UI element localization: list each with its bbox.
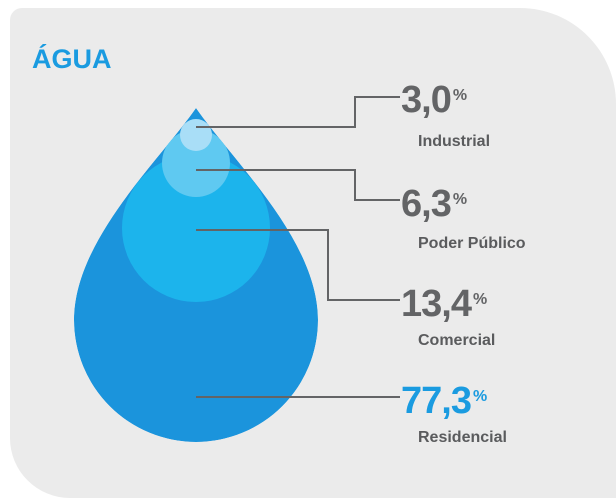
leader-line: [196, 169, 400, 201]
drop-layer: [180, 119, 212, 151]
title: ÁGUA: [32, 43, 112, 74]
leader-line: [196, 229, 400, 301]
value-label: 3,0: [401, 79, 451, 121]
category-label: Residencial: [418, 429, 507, 446]
category-label: Industrial: [418, 133, 490, 150]
value-label: 6,3: [401, 183, 451, 225]
drop-layer: [162, 129, 230, 197]
category-label: Poder Público: [418, 235, 526, 252]
category-label: Comercial: [418, 332, 495, 349]
value-label: 77,3: [401, 380, 471, 422]
drop: [74, 108, 318, 442]
value-label: 13,4: [401, 283, 472, 325]
unit-label: %: [453, 87, 467, 104]
unit-label: %: [453, 191, 467, 208]
drop-layer: [122, 154, 270, 302]
labels: 3,0 % Industrial 6,3 % Poder Público 13,4 % Come…: [196, 79, 526, 446]
unit-label: %: [473, 388, 487, 405]
leader-line: [196, 96, 400, 128]
unit-label: %: [473, 291, 487, 308]
